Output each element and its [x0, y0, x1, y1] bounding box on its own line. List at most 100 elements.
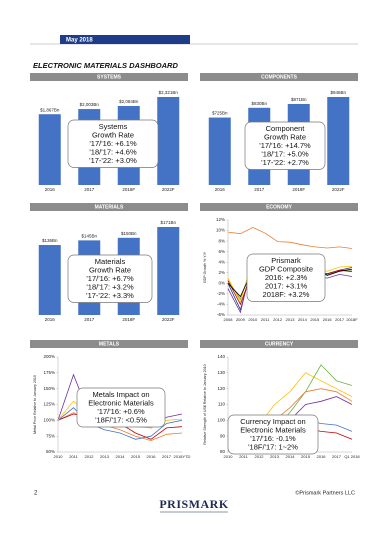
y-tick-label: 2% [218, 270, 225, 275]
annotation-text: 2017: +3.1% [265, 282, 308, 291]
y-tick-label: 75% [46, 433, 55, 438]
annotation-text: Growth Rate [92, 131, 134, 140]
panel-header [200, 203, 358, 211]
y-tick-label: 50% [46, 449, 55, 454]
logo: PRISMARK [159, 497, 228, 511]
panel-header [30, 203, 188, 211]
x-tick-label: 2010 [224, 454, 234, 459]
bar [38, 114, 61, 185]
x-tick-label: 2012 [273, 317, 283, 322]
annotation-text: Growth Rate [264, 133, 306, 142]
panel-header [200, 73, 358, 81]
y-tick-label: 80 [220, 449, 226, 454]
x-tick-label: 2013 [270, 454, 280, 459]
y-tick-label: 125% [43, 402, 55, 407]
x-tick-label: 2016 [215, 187, 226, 192]
panel-title: SYSTEMS [97, 75, 122, 81]
x-tick-label: 2022F [162, 187, 175, 192]
annotation-text: Electronic Materials [88, 399, 154, 408]
x-tick-label: 2012 [85, 454, 95, 459]
annotation-text: '18F/'17: 1~2% [248, 443, 298, 452]
date: May 2018 [66, 38, 93, 44]
annotation-box [67, 254, 153, 303]
x-tick-label: 2011 [261, 317, 270, 322]
annotation-text: '18/'17: +3.2% [86, 283, 134, 292]
x-tick-label: 2009 [236, 317, 246, 322]
value-label: $2,003Bn [80, 102, 100, 107]
annotation-text: '17-'22: +3.0% [89, 156, 137, 165]
x-tick-label: 2017 [162, 454, 172, 459]
value-label: $171Bn [160, 220, 176, 225]
date-bar [60, 35, 190, 44]
annotation-text: '17-'22: +2.7% [261, 158, 309, 167]
x-tick-label: 2016 [45, 317, 56, 322]
x-tick-label: 2018YTD [174, 454, 191, 459]
annotation-text: 2018F: +3.2% [263, 290, 310, 299]
annotation-text: '18/'17: +4.6% [89, 148, 137, 157]
bar [157, 97, 180, 185]
x-tick-label: 2018F [346, 317, 358, 322]
x-tick-label: 2017 [84, 187, 95, 192]
annotation-text: Currency Impact on [240, 417, 305, 426]
x-tick-label: 2018F [122, 187, 135, 192]
x-tick-label: 2015 [310, 317, 320, 322]
y-tick-label: 100 [217, 418, 225, 423]
annotation-text: '18/'17: +5.0% [261, 150, 309, 159]
annotation-text: '17/'16: +6.7% [86, 274, 134, 283]
x-tick-label: 2011 [69, 454, 78, 459]
x-tick-label: Q1 2018 [344, 454, 360, 459]
annotation-text: '17/'16: +6.1% [89, 139, 137, 148]
x-tick-label: 2014 [298, 317, 308, 322]
y-axis-title: Metal Price Relative to January 2010 [33, 375, 37, 434]
annotation-text: 2016: +2.3% [265, 273, 308, 282]
panel-title: MATERIALS [95, 205, 124, 211]
value-label: $946Bn [330, 90, 346, 95]
y-tick-label: 90 [220, 433, 226, 438]
annotation-text: Prismark [271, 256, 301, 265]
y-axis-title: GDP Growth % Y/Y [203, 251, 207, 283]
y-tick-label: 140 [217, 354, 225, 359]
value-label: $136Bn [42, 238, 58, 243]
annotation-text: Materials [95, 257, 126, 266]
x-tick-label: 2017 [335, 317, 345, 322]
panel-title: METALS [99, 342, 120, 348]
panel-header [30, 340, 188, 348]
y-tick-label: 100% [43, 418, 55, 423]
x-tick-label: 2017 [254, 187, 265, 192]
x-tick-label: 2013 [286, 317, 296, 322]
annotation-text: Systems [99, 122, 128, 131]
y-tick-label: 175% [43, 370, 55, 375]
annotation-box [244, 121, 326, 170]
x-tick-label: 2018F [122, 317, 135, 322]
annotation-text: Electronic Materials [240, 426, 306, 435]
annotation-text: '17-'22: +3.3% [86, 291, 134, 300]
y-tick-label: -4% [217, 302, 225, 307]
x-tick-label: 2016 [323, 317, 333, 322]
page-number: 2 [34, 491, 38, 497]
panel-title: COMPONENTS [261, 75, 298, 81]
bar [157, 227, 180, 315]
copyright: ©Prismark Partners LLC [295, 489, 355, 496]
panel-header [200, 340, 358, 348]
value-label: $871Bn [291, 97, 307, 102]
value-label: $830Bn [251, 101, 267, 106]
y-tick-label: 10% [216, 228, 225, 233]
panel-title: CURRENCY [265, 342, 294, 348]
bar [208, 117, 231, 185]
y-tick-label: 200% [43, 354, 55, 359]
y-tick-label: 0% [218, 281, 225, 286]
y-tick-label: 4% [218, 259, 225, 264]
annotation-box [227, 414, 319, 455]
annotation-text: '17/'16: +0.6% [97, 407, 145, 416]
value-label: $150Bn [121, 231, 137, 236]
x-tick-label: 2015 [301, 454, 311, 459]
annotation-text: '18F/'17: <0.5% [95, 416, 147, 425]
x-tick-label: 2022F [162, 317, 175, 322]
y-tick-label: 150% [43, 386, 55, 391]
annotation-box [76, 387, 166, 428]
x-tick-label: 2010 [54, 454, 64, 459]
page-title: ELECTRONIC MATERIALS DASHBOARD [33, 61, 178, 70]
x-tick-label: 2012 [255, 454, 265, 459]
y-tick-label: 120 [217, 386, 225, 391]
